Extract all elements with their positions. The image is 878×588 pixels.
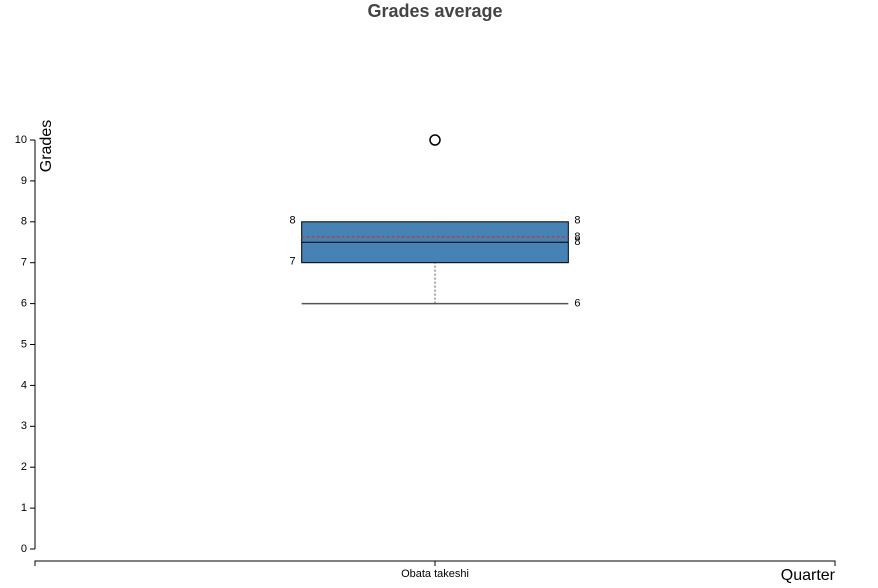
- x-axis-title: Quarter: [781, 567, 836, 584]
- y-tick-label: 6: [21, 298, 27, 310]
- y-tick-label: 1: [21, 502, 27, 514]
- value-label: 6: [574, 298, 580, 310]
- value-label: 8: [290, 215, 296, 227]
- chart-title: Grades average: [367, 1, 502, 21]
- outlier: [429, 134, 441, 146]
- value-label: 8: [574, 215, 580, 227]
- value-label: 8: [574, 236, 580, 248]
- y-tick-label: 0: [21, 543, 27, 555]
- y-tick-label: 5: [21, 338, 27, 350]
- y-tick-label: 8: [21, 216, 27, 228]
- y-tick-label: 9: [21, 175, 27, 187]
- y-tick-label: 10: [15, 134, 27, 146]
- y-axis-title: Grades: [38, 120, 55, 172]
- y-tick-label: 2: [21, 461, 27, 473]
- y-tick-label: 3: [21, 420, 27, 432]
- value-label: 7: [290, 256, 296, 268]
- value-label: 8: [574, 231, 580, 243]
- y-tick-label: 7: [21, 257, 27, 269]
- x-tick-label: Obata takeshi: [401, 568, 469, 580]
- y-tick-label: 4: [21, 379, 27, 391]
